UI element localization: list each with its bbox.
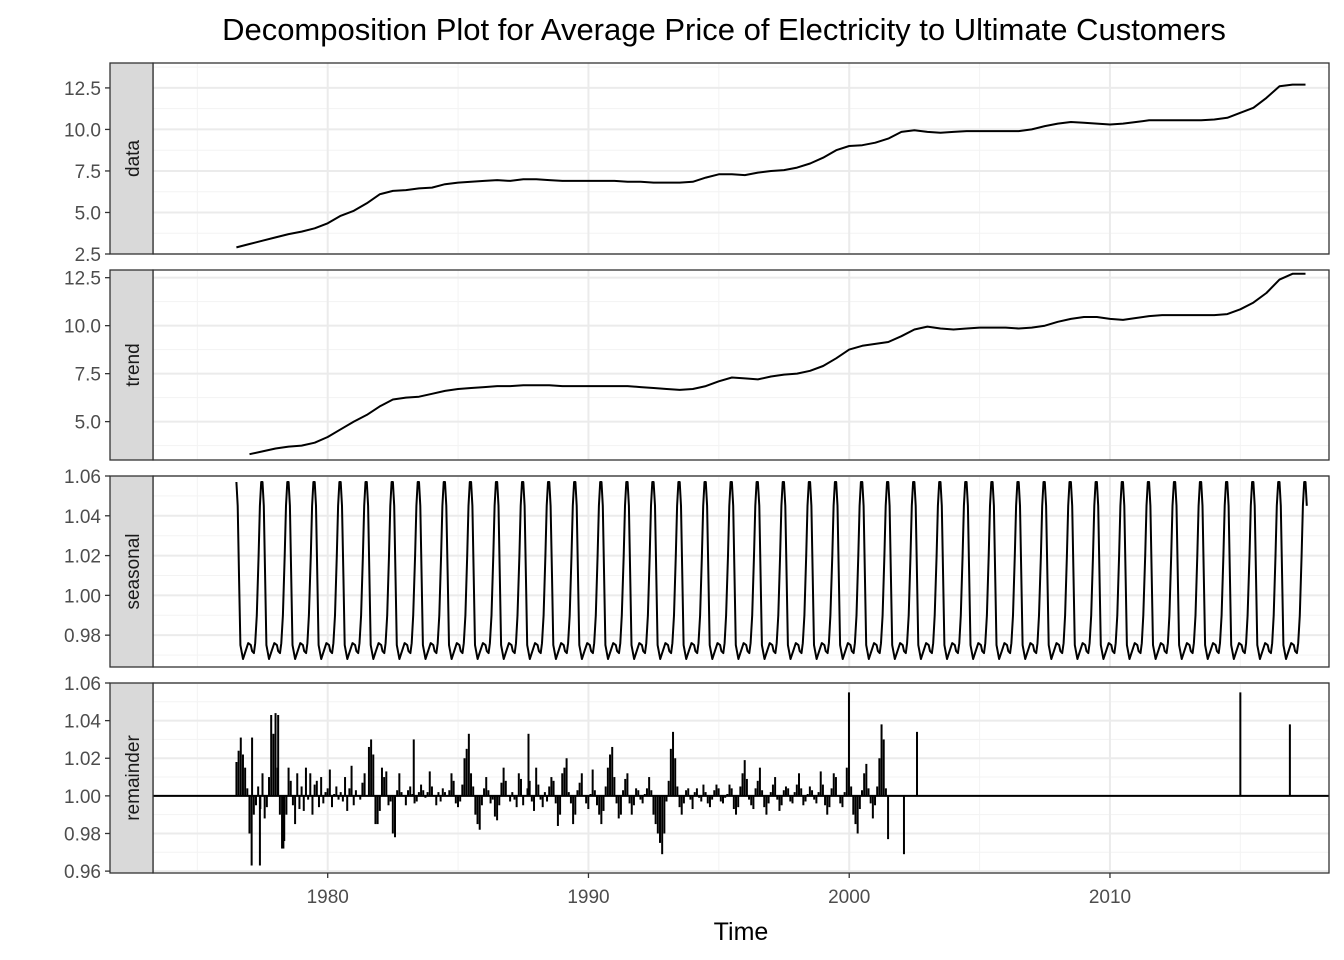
y-tick-label: 12.5 [64, 269, 101, 290]
y-tick-label: 1.02 [64, 749, 101, 770]
strip-label-data: data [123, 140, 144, 177]
panel-background [153, 683, 1329, 873]
strip-background [109, 62, 154, 255]
y-tick-label: 0.98 [64, 824, 101, 845]
panel-background [153, 270, 1329, 460]
y-tick-label: 10.0 [64, 317, 101, 338]
y-tick-label: 5.0 [75, 203, 101, 224]
seasonal-series-line [235, 481, 1308, 660]
y-tick-label: 1.00 [64, 787, 101, 808]
y-tick-label: 12.5 [64, 79, 101, 100]
y-tick-label: 1.04 [64, 712, 101, 733]
panel-background [153, 63, 1329, 254]
panels-group: data 2.5 5.0 7.5 10.0 12.5 trend 5.0 7.5 10.0 12.5… [64, 62, 1330, 883]
y-tick-label: 1.02 [64, 547, 101, 568]
x-axis-title: Time [714, 918, 769, 946]
panel-data: data 2.5 5.0 7.5 10.0 12.5 [64, 62, 1330, 266]
trend-series-line [249, 272, 1306, 456]
strip-label-trend: trend [123, 343, 144, 386]
strip-background [109, 475, 154, 668]
strip-background [109, 682, 154, 874]
y-tick-label: 5.0 [75, 413, 101, 434]
y-tick-label: 1.04 [64, 507, 101, 528]
x-tick-label: 2010 [1089, 887, 1131, 908]
data-series-line [236, 83, 1306, 249]
panel-trend: trend 5.0 7.5 10.0 12.5 [64, 269, 1330, 461]
y-tick-label: 0.98 [64, 626, 101, 647]
strip-label-seasonal: seasonal [123, 533, 144, 609]
strip-background [109, 269, 154, 461]
y-tick-label: 10.0 [64, 120, 101, 141]
y-tick-label: 1.06 [64, 674, 101, 695]
panel-remainder: remainder 0.96 0.98 1.00 1.02 1.04 1.06 [64, 674, 1330, 883]
x-tick-label: 1990 [567, 887, 609, 908]
strip-label-remainder: remainder [123, 735, 144, 821]
panel-seasonal: seasonal 0.98 1.00 1.02 1.04 1.06 [64, 467, 1330, 668]
x-tick-label: 2000 [828, 887, 870, 908]
x-axis: 1980 1990 2000 2010 [307, 873, 1131, 908]
y-tick-label: 7.5 [75, 162, 101, 183]
y-tick-label: 1.00 [64, 586, 101, 607]
y-tick-label: 0.96 [64, 862, 101, 883]
chart-title: Decomposition Plot for Average Price of … [222, 12, 1226, 47]
x-tick-label: 1980 [307, 887, 349, 908]
y-tick-label: 7.5 [75, 365, 101, 386]
y-tick-label: 1.06 [64, 467, 101, 488]
y-tick-label: 2.5 [75, 245, 101, 266]
